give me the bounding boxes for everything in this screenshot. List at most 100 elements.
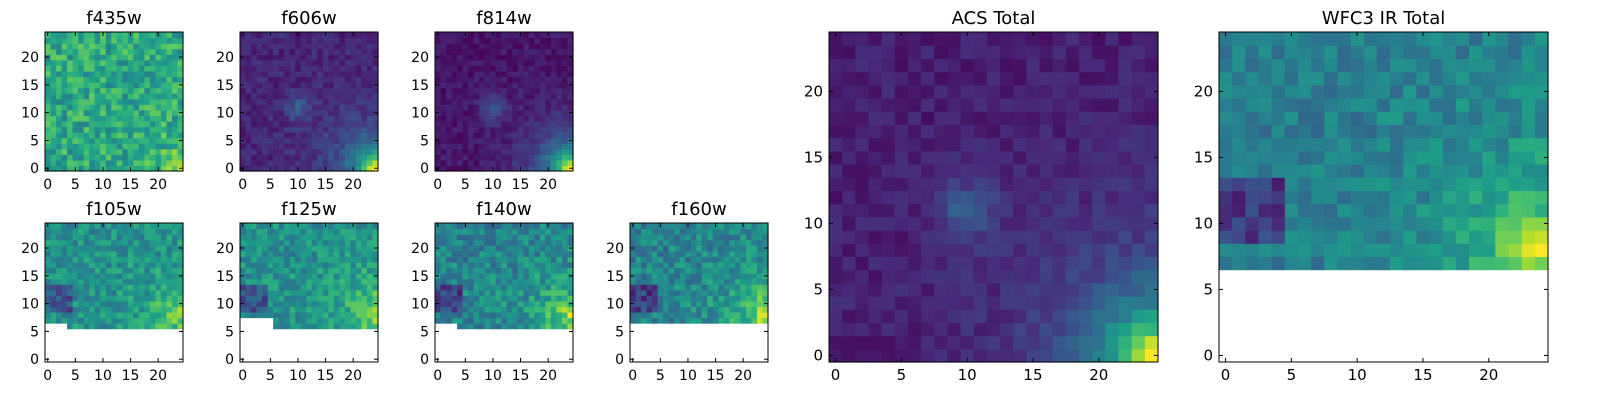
heatmap-cell [116, 317, 123, 324]
heatmap-cell [1000, 282, 1014, 297]
heatmap-cell [1469, 84, 1483, 99]
heatmap-cell [462, 115, 469, 122]
heatmap-cell [1219, 137, 1233, 152]
heatmap-cell [894, 190, 909, 205]
heatmap-cell [1079, 243, 1093, 257]
heatmap-cell [630, 228, 637, 235]
heatmap-cell [300, 228, 307, 235]
heatmap-cell [960, 335, 975, 350]
heatmap-cell [1390, 150, 1404, 165]
heatmap-cell [435, 239, 442, 246]
heatmap-cell [366, 137, 374, 144]
heatmap-cell [663, 311, 670, 319]
heatmap-cell [696, 289, 703, 296]
heatmap-cell [512, 76, 519, 83]
heatmap-cell [372, 115, 379, 122]
heatmap-cell [685, 267, 692, 274]
heatmap-cell [105, 32, 112, 39]
heatmap-cell [171, 323, 179, 330]
heatmap-cell [262, 104, 269, 111]
heatmap-cell [1469, 256, 1483, 271]
heatmap-cell [262, 223, 269, 230]
heatmap-cell [344, 137, 351, 144]
heatmap-cell [894, 243, 909, 257]
heatmap-cell [339, 59, 346, 66]
heatmap-cell [322, 48, 329, 55]
heatmap-cell [1429, 71, 1444, 86]
heatmap-cell [556, 43, 563, 50]
heatmap-cell [155, 48, 162, 55]
heatmap-cell [881, 322, 896, 337]
heatmap-cell [545, 48, 552, 55]
heatmap-cell [144, 323, 151, 330]
heatmap-cell [133, 59, 140, 66]
heatmap-cell [630, 306, 637, 313]
heatmap-cell [894, 269, 909, 284]
heatmap-cell [512, 317, 519, 324]
heatmap-cell [306, 261, 313, 269]
heatmap-cell [495, 59, 502, 66]
heatmap-cell [550, 256, 558, 263]
heatmap-cell [907, 124, 922, 139]
heatmap-cell [723, 250, 730, 257]
heatmap-cell [550, 289, 558, 296]
heatmap-cell [506, 93, 513, 100]
heatmap-cell [1144, 190, 1159, 205]
heatmap-cell [855, 282, 870, 297]
heatmap-cell [484, 37, 491, 44]
heatmap-cell [133, 306, 140, 313]
heatmap-cell [245, 132, 252, 139]
heatmap-cell [177, 228, 184, 235]
heatmap-cell [166, 261, 173, 269]
heatmap-cell [457, 261, 464, 269]
heatmap-cell [245, 239, 252, 246]
heatmap-cell [138, 109, 145, 116]
heatmap-cell [495, 228, 502, 235]
heatmap-cell [1000, 98, 1014, 112]
heatmap-cell [451, 300, 458, 307]
heatmap-cell [556, 154, 563, 161]
heatmap-cell [144, 273, 151, 280]
heatmap-cell [1092, 256, 1106, 271]
heatmap-cell [133, 82, 140, 89]
heatmap-cell [78, 323, 85, 330]
heatmap-cell [273, 300, 280, 307]
heatmap-cell [144, 278, 151, 285]
heatmap-cell [127, 120, 134, 128]
y-tick-label: 10 [216, 106, 234, 122]
heatmap-cell [100, 317, 107, 324]
heatmap-cell [122, 120, 129, 128]
heatmap-cell [1026, 84, 1041, 99]
heatmap-cell [61, 115, 68, 122]
heatmap-cell [1118, 58, 1133, 73]
heatmap-cell [344, 98, 351, 105]
heatmap-cell [734, 250, 741, 257]
heatmap-cell [668, 239, 675, 246]
heatmap-cell [457, 256, 464, 263]
heatmap-cell [484, 245, 491, 252]
heatmap-cell [284, 295, 291, 302]
x-tick-label: 15 [122, 177, 140, 193]
heatmap-cell [907, 98, 922, 112]
heatmap-cell [668, 278, 675, 285]
heatmap-cell [457, 32, 464, 39]
heatmap-cell [881, 124, 896, 139]
heatmap-cell [251, 223, 258, 230]
heatmap-cell [177, 306, 184, 313]
heatmap-cell [89, 43, 96, 50]
heatmap-cell [138, 250, 145, 257]
heatmap-cell [734, 256, 741, 263]
heatmap-cell [116, 87, 123, 94]
heatmap-cell [328, 132, 335, 139]
heatmap-cell [61, 311, 68, 319]
heatmap-cell [339, 48, 346, 55]
heatmap-cell [160, 59, 168, 66]
heatmap-cell [144, 239, 151, 246]
heatmap-cell [322, 284, 329, 291]
heatmap-cell [550, 267, 558, 274]
heatmap-cell [171, 148, 179, 155]
heatmap-cell [350, 154, 357, 161]
heatmap-cell [333, 143, 340, 150]
heatmap-cell [366, 245, 374, 252]
heatmap-cell [712, 295, 719, 302]
